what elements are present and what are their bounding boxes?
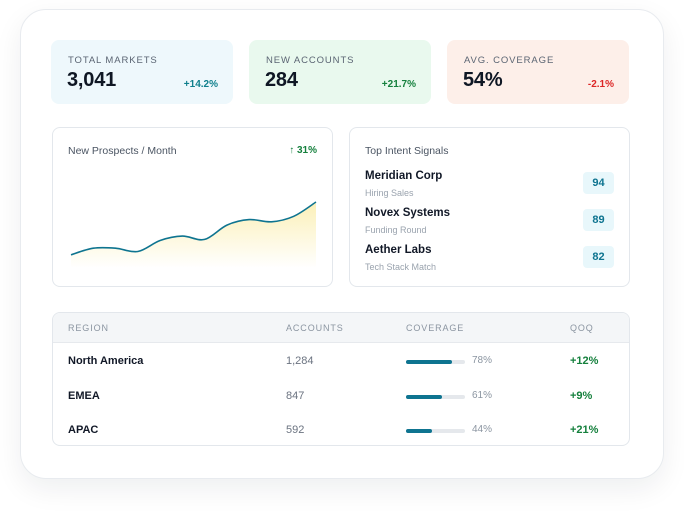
signal-company: Aether Labs — [365, 244, 432, 256]
prospects-area-fill — [71, 202, 316, 268]
table-row[interactable]: North America 1,284 78% +12% — [53, 344, 629, 379]
chart-title: New Prospects / Month — [68, 145, 177, 157]
coverage-bar — [406, 395, 465, 399]
kpi-new-accounts: NEW ACCOUNTS 284 +21.7% — [249, 40, 431, 104]
coverage-percent: 78% — [472, 355, 493, 366]
kpi-label: TOTAL MARKETS — [68, 55, 158, 66]
signal-item[interactable]: Novex Systems Funding Round 89 — [365, 207, 614, 241]
kpi-delta: +21.7% — [381, 79, 416, 90]
kpi-label: AVG. COVERAGE — [464, 55, 555, 66]
table-row[interactable]: APAC 592 44% +21% — [53, 413, 629, 445]
coverage-bar-fill — [406, 395, 442, 399]
kpi-label: NEW ACCOUNTS — [266, 55, 355, 66]
column-header-coverage[interactable]: COVERAGE — [406, 323, 465, 333]
signal-company: Meridian Corp — [365, 170, 443, 182]
signal-score-badge: 94 — [583, 172, 614, 194]
region-cell: North America — [68, 355, 144, 367]
accounts-cell: 1,284 — [286, 355, 314, 367]
qoq-cell: +9% — [570, 390, 593, 402]
prospects-chart-panel: New Prospects / Month ↑ 31% — [52, 127, 333, 287]
signal-score-badge: 89 — [583, 209, 614, 231]
coverage-bar — [406, 360, 465, 364]
intent-signals-panel: Top Intent Signals Meridian Corp Hiring … — [349, 127, 630, 287]
kpi-value: 54% — [463, 69, 503, 91]
coverage-bar — [406, 429, 465, 433]
kpi-delta: -2.1% — [587, 79, 614, 90]
column-header-region[interactable]: REGION — [68, 323, 109, 333]
region-cell: APAC — [68, 424, 99, 436]
region-cell: EMEA — [68, 390, 100, 402]
signal-reason: Funding Round — [365, 225, 427, 235]
qoq-cell: +21% — [570, 424, 599, 436]
coverage-percent: 61% — [472, 390, 493, 401]
column-header-accounts[interactable]: ACCOUNTS — [286, 323, 344, 333]
kpi-value: 284 — [265, 69, 298, 91]
kpi-total-markets: TOTAL MARKETS 3,041 +14.2% — [51, 40, 233, 104]
signal-score-badge: 82 — [583, 246, 614, 268]
region-table: REGION ACCOUNTS COVERAGE QOQ North Ameri… — [52, 312, 630, 446]
column-header-qoq[interactable]: QOQ — [570, 323, 594, 333]
prospects-series-line — [70, 201, 317, 256]
signal-reason: Hiring Sales — [365, 188, 414, 198]
signals-title: Top Intent Signals — [365, 145, 449, 157]
prospects-area-chart — [70, 201, 317, 268]
signal-reason: Tech Stack Match — [365, 262, 437, 272]
table-row[interactable]: EMEA 847 61% +9% — [53, 379, 629, 414]
coverage-percent: 44% — [472, 424, 493, 435]
coverage-bar-fill — [406, 429, 432, 433]
kpi-value: 3,041 — [67, 69, 117, 91]
coverage-bar-fill — [406, 360, 453, 364]
signal-item[interactable]: Meridian Corp Hiring Sales 94 — [365, 170, 614, 204]
accounts-cell: 592 — [286, 424, 305, 436]
qoq-cell: +12% — [570, 355, 599, 367]
kpi-delta: +14.2% — [183, 79, 218, 90]
signal-company: Novex Systems — [365, 207, 451, 219]
signal-item[interactable]: Aether Labs Tech Stack Match 82 — [365, 244, 614, 278]
table-header: REGION ACCOUNTS COVERAGE QOQ — [53, 313, 629, 343]
accounts-cell: 847 — [286, 390, 305, 402]
kpi-avg-coverage: AVG. COVERAGE 54% -2.1% — [447, 40, 629, 104]
chart-delta: ↑ 31% — [289, 145, 317, 156]
